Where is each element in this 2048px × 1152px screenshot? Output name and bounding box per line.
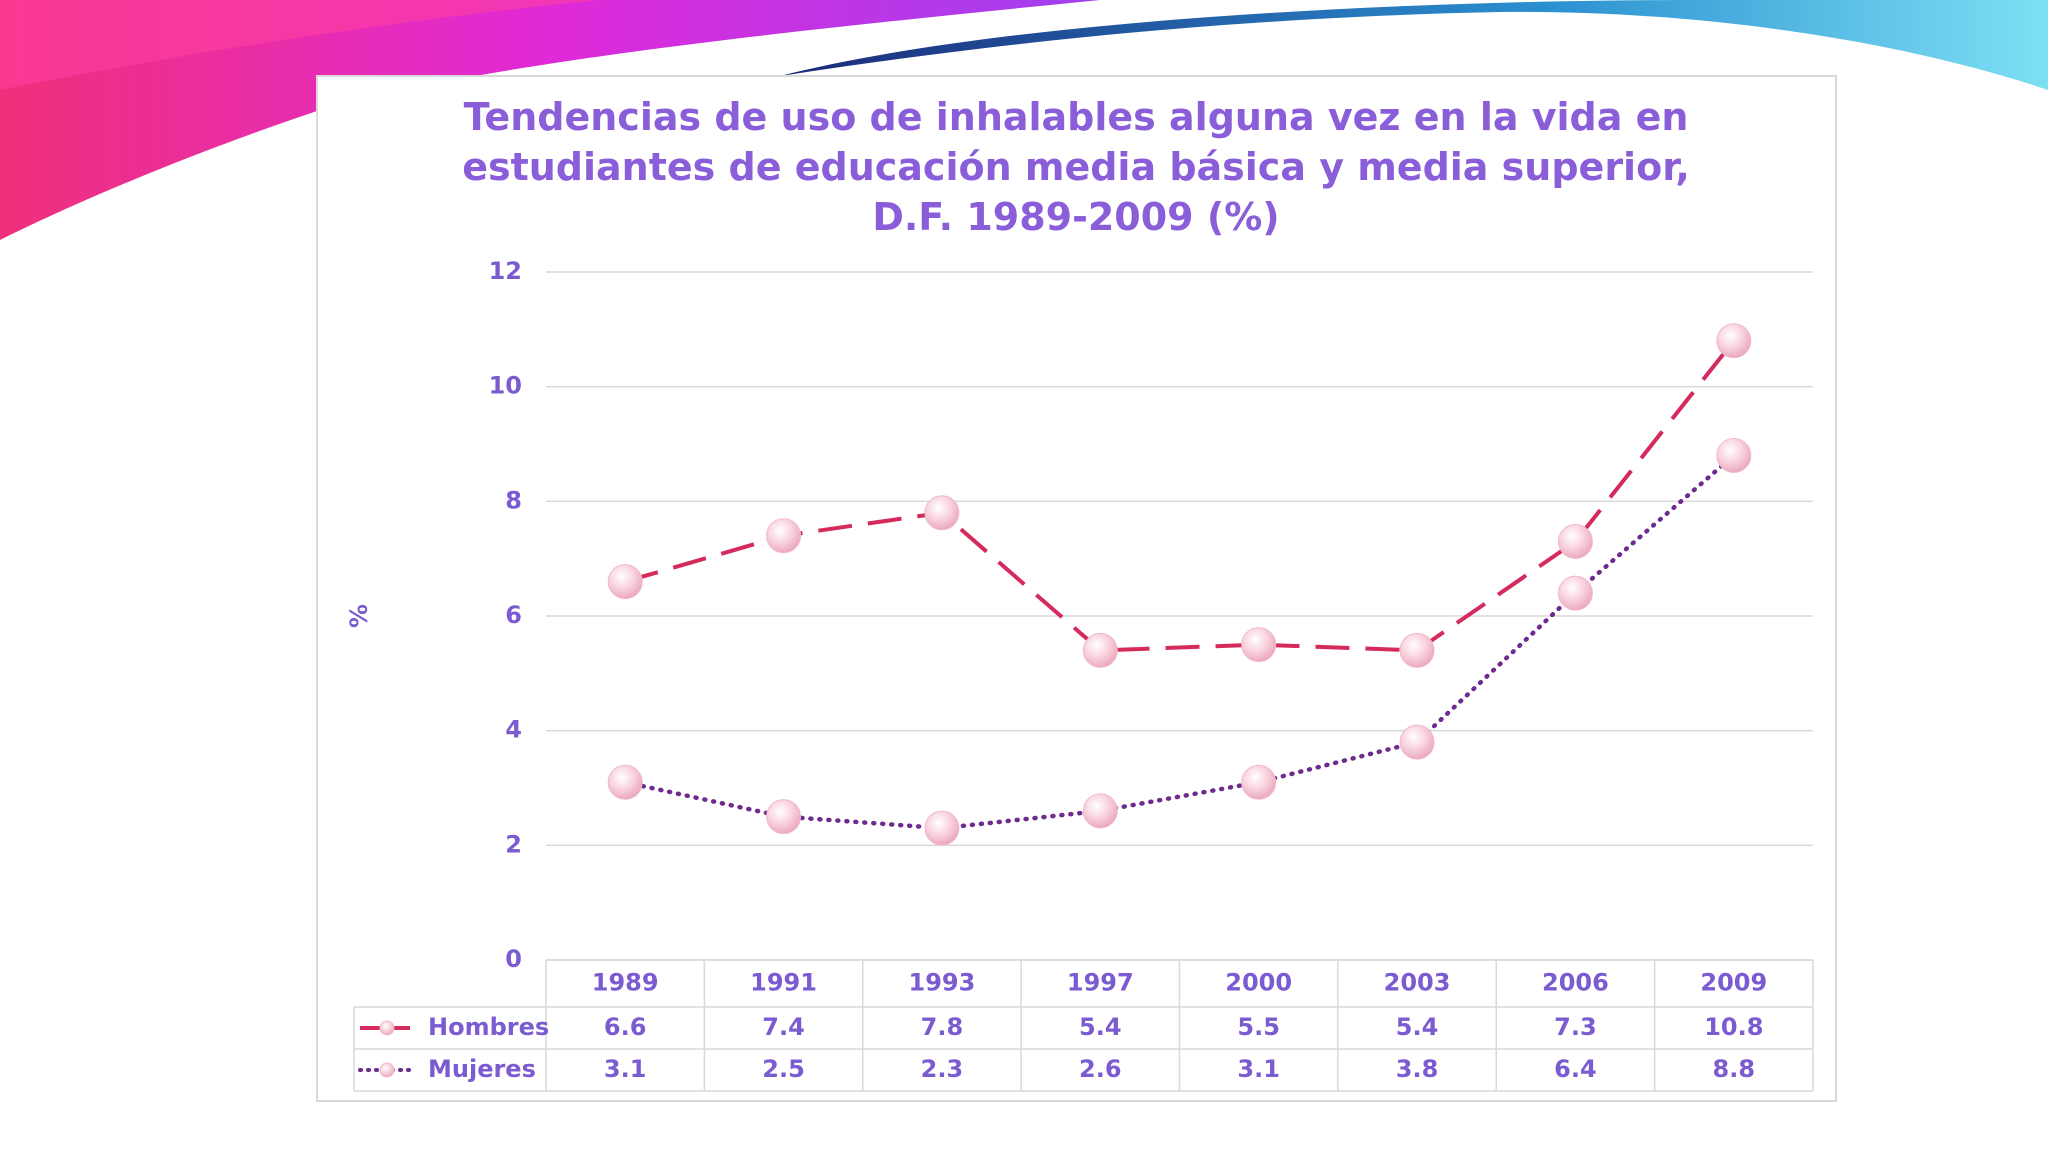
table-value: 3.8: [1396, 1055, 1439, 1083]
series-line: [624, 339, 1736, 653]
table-value: 6.4: [1554, 1055, 1597, 1083]
y-tick-label: 2: [505, 830, 522, 858]
point-marker: [1557, 523, 1593, 559]
point-marker: [924, 810, 960, 846]
banner-swoosh: [0, 0, 1100, 240]
table-value: 3.1: [604, 1055, 647, 1083]
point-marker: [607, 764, 643, 800]
y-axis-label: %: [345, 604, 373, 628]
point-marker: [1082, 632, 1118, 668]
table-value: 7.8: [921, 1013, 964, 1041]
x-tick-label: 2003: [1384, 969, 1451, 997]
table-value: 6.6: [604, 1013, 647, 1041]
legend-marker: [379, 1062, 395, 1078]
point-marker: [1241, 764, 1277, 800]
table-value: 8.8: [1713, 1055, 1756, 1083]
x-tick-label: 1997: [1067, 969, 1134, 997]
x-tick-label: 2006: [1542, 969, 1609, 997]
y-tick-label: 12: [489, 257, 522, 285]
y-tick-label: 4: [505, 716, 522, 744]
table-value: 3.1: [1237, 1055, 1280, 1083]
banner-swoosh: [0, 0, 600, 90]
table-value: 2.3: [921, 1055, 964, 1083]
point-marker: [1399, 632, 1435, 668]
x-tick-label: 2000: [1225, 969, 1292, 997]
x-tick-label: 1989: [592, 969, 659, 997]
table-value: 2.5: [762, 1055, 805, 1083]
x-tick-label: 1993: [909, 969, 976, 997]
point-marker: [1716, 323, 1752, 359]
banner-swoosh: [780, 0, 2048, 90]
legend-marker: [379, 1020, 395, 1036]
table-value: 5.4: [1079, 1013, 1122, 1041]
y-tick-label: 6: [505, 601, 522, 629]
y-tick-label: 10: [489, 372, 522, 400]
y-tick-label: 8: [505, 486, 522, 514]
y-tick-label: 0: [505, 945, 522, 973]
point-marker: [924, 495, 960, 531]
point-marker: [1241, 627, 1277, 663]
chart-title: Tendencias de uso de inhalables alguna v…: [462, 95, 1690, 239]
table-value: 10.8: [1704, 1013, 1763, 1041]
table-value: 5.5: [1237, 1013, 1280, 1041]
x-tick-label: 2009: [1700, 969, 1767, 997]
table-value: 2.6: [1079, 1055, 1122, 1083]
table-value: 5.4: [1396, 1013, 1439, 1041]
series-line: [622, 453, 1737, 831]
x-tick-label: 1991: [750, 969, 817, 997]
table-value: 7.4: [762, 1013, 805, 1041]
point-marker: [607, 564, 643, 600]
legend-label: Mujeres: [428, 1055, 536, 1083]
point-marker: [1557, 575, 1593, 611]
point-marker: [1082, 793, 1118, 829]
chart: 0 2 4 6 8 10 12% 1989 1991 1993 1997 2000 2003 2006 20…: [345, 257, 1814, 1092]
legend-label: Hombres: [428, 1013, 549, 1041]
point-marker: [1399, 724, 1435, 760]
point-marker: [766, 518, 802, 554]
point-marker: [766, 799, 802, 835]
point-marker: [1716, 437, 1752, 473]
table-value: 7.3: [1554, 1013, 1597, 1041]
